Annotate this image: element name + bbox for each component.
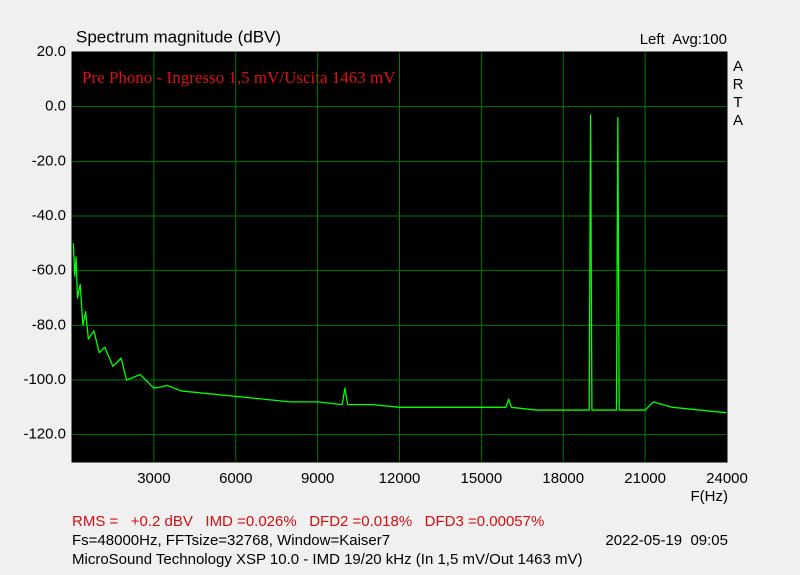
side-label: ARTA [730,58,747,130]
footer-timestamp: 2022-05-19 09:05 [605,532,728,549]
x-tick-label: 12000 [379,470,421,487]
annotation: Pre Phono - Ingresso 1,5 mV/Uscita 1463 … [82,68,396,87]
x-tick-label: 3000 [137,470,170,487]
x-tick-label: 9000 [301,470,334,487]
y-tick-label: -80.0 [32,316,66,333]
x-tick-label: 6000 [219,470,252,487]
x-tick-label: 18000 [542,470,584,487]
y-tick-label: -40.0 [32,207,66,224]
chart-title: Spectrum magnitude (dBV) [76,27,281,46]
y-tick-label: 20.0 [37,43,66,60]
y-tick-label: -20.0 [32,152,66,169]
spectrum-line [72,114,728,414]
channel-label: Left Avg:100 [640,31,727,48]
x-tick-label: 24000 [706,470,748,487]
plot-border [71,51,728,463]
y-tick-label: -100.0 [23,371,66,388]
footer-settings: Fs=48000Hz, FFTsize=32768, Window=Kaiser… [72,532,390,549]
footer-device: MicroSound Technology XSP 10.0 - IMD 19/… [72,551,583,568]
x-axis-label: F(Hz) [691,488,729,505]
y-tick-label: -120.0 [23,426,66,443]
x-tick-label: 21000 [624,470,666,487]
y-tick-label: 0.0 [45,98,66,115]
x-tick-label: 15000 [461,470,503,487]
y-tick-label: -60.0 [32,262,66,279]
footer-measurements: RMS = +0.2 dBV IMD =0.026% DFD2 =0.018% … [72,513,544,530]
